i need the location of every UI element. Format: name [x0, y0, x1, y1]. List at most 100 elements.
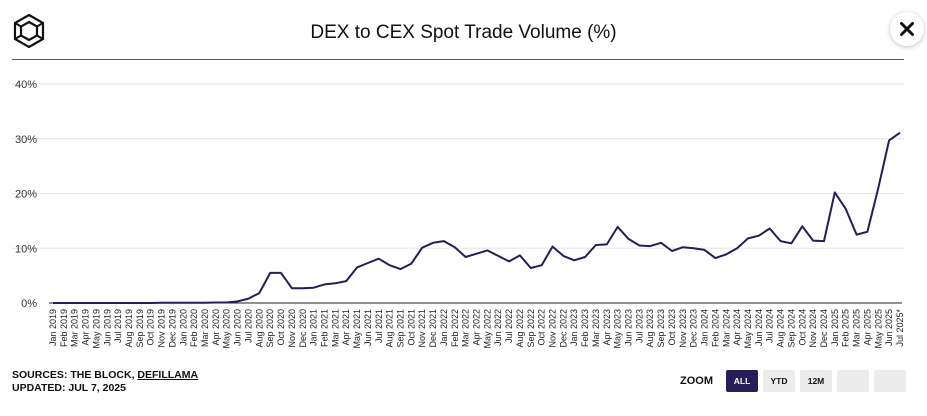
x-tick-label: Jan 2019 — [48, 309, 58, 346]
x-tick-label: Jul 2022 — [504, 309, 514, 343]
x-tick-label: Sep 2019 — [135, 309, 145, 348]
x-tick-label: May 2023 — [613, 309, 623, 349]
x-tick-label: May 2020 — [222, 309, 232, 349]
x-tick-label: Jul 2021 — [374, 309, 384, 343]
x-tick-label: Jan 2021 — [309, 309, 319, 346]
x-tick-label: Dec 2020 — [298, 309, 308, 348]
x-tick-label: Jun 2021 — [363, 309, 373, 346]
x-tick-label: Jul 2023 — [634, 309, 644, 343]
x-tick-label: Feb 2022 — [450, 309, 460, 347]
x-tick-label: May 2025 — [873, 309, 883, 349]
y-tick-label: 10% — [15, 243, 37, 255]
x-tick-label: Jan 2024 — [700, 309, 710, 346]
zoom-12m-button[interactable]: 12M — [800, 370, 832, 392]
x-tick-label: Nov 2022 — [548, 309, 558, 348]
x-tick-label: Mar 2021 — [330, 309, 340, 347]
x-tick-label: Mar 2019 — [70, 309, 80, 347]
zoom-option-4-button[interactable] — [837, 370, 869, 392]
x-tick-label: Aug 2019 — [124, 309, 134, 348]
x-tick-label: Oct 2024 — [797, 309, 807, 346]
updated-text: UPDATED: JUL 7, 2025 — [12, 382, 126, 394]
x-tick-label: Apr 2021 — [341, 309, 351, 346]
x-tick-label: Oct 2020 — [276, 309, 286, 346]
x-tick-label: Dec 2024 — [819, 309, 829, 348]
x-tick-label: Dec 2021 — [428, 309, 438, 348]
y-tick-label: 0% — [21, 298, 37, 310]
zoom-ytd-button[interactable]: YTD — [763, 370, 795, 392]
x-tick-label: Jan 2023 — [569, 309, 579, 346]
x-tick-label: Apr 2025 — [862, 309, 872, 346]
x-tick-label: Mar 2020 — [200, 309, 210, 347]
x-tick-label: Jun 2019 — [102, 309, 112, 346]
zoom-controls: ZOOM ALL YTD 12M — [680, 370, 906, 392]
x-tick-label: May 2022 — [482, 309, 492, 349]
chart-title: DEX to CEX Spot Trade Volume (%) — [310, 22, 617, 43]
x-tick-label: Jun 2020 — [233, 309, 243, 346]
x-tick-label: Dec 2019 — [167, 309, 177, 348]
x-tick-label: Nov 2019 — [157, 309, 167, 348]
x-tick-label: Apr 2020 — [211, 309, 221, 346]
zoom-all-button[interactable]: ALL — [726, 370, 758, 392]
x-tick-label: Nov 2024 — [808, 309, 818, 348]
x-tick-label: Nov 2021 — [417, 309, 427, 348]
x-tick-label: Nov 2020 — [287, 309, 297, 348]
x-tick-label: Jun 2023 — [624, 309, 634, 346]
x-tick-label: May 2024 — [743, 309, 753, 349]
the-block-logo-icon — [12, 13, 46, 49]
x-tick-label: Feb 2020 — [189, 309, 199, 347]
x-tick-label: Jan 2022 — [439, 309, 449, 346]
x-tick-label: Nov 2023 — [678, 309, 688, 348]
x-tick-label: Dec 2022 — [558, 309, 568, 348]
x-tick-label: Jun 2022 — [493, 309, 503, 346]
x-tick-label: Apr 2019 — [81, 309, 91, 346]
x-tick-label: Oct 2019 — [146, 309, 156, 346]
x-tick-label: Oct 2022 — [537, 309, 547, 346]
x-tick-label: Feb 2025 — [841, 309, 851, 347]
title-divider — [12, 59, 904, 60]
x-tick-label: Mar 2024 — [721, 309, 731, 347]
x-tick-label: Jan 2025 — [830, 309, 840, 346]
y-tick-label: 20% — [15, 189, 37, 201]
defillama-link[interactable]: DEFILLAMA — [137, 369, 199, 381]
series-line — [53, 131, 901, 304]
x-tick-label: May 2019 — [91, 309, 101, 349]
x-tick-label: Sep 2024 — [786, 309, 796, 348]
x-tick-label: Aug 2023 — [645, 309, 655, 348]
x-tick-label: Sep 2021 — [395, 309, 405, 348]
x-tick-label: Oct 2021 — [406, 309, 416, 346]
x-tick-label: Aug 2022 — [515, 309, 525, 348]
x-tick-label: Sep 2022 — [526, 309, 536, 348]
x-tick-label: May 2021 — [352, 309, 362, 349]
x-tick-label: Mar 2023 — [591, 309, 601, 347]
sources-text: SOURCES: THE BLOCK, — [12, 369, 138, 381]
y-tick-label: 40% — [15, 79, 37, 91]
x-tick-label: Jul 2025* — [895, 309, 905, 347]
x-tick-label: Feb 2024 — [710, 309, 720, 347]
x-tick-label: Dec 2023 — [689, 309, 699, 348]
x-tick-label: Jul 2024 — [765, 309, 775, 343]
x-tick-label: Aug 2021 — [385, 309, 395, 348]
x-tick-label: Feb 2019 — [59, 309, 69, 347]
zoom-label: ZOOM — [680, 375, 713, 387]
x-tick-label: Jul 2020 — [243, 309, 253, 343]
x-tick-label: Jan 2020 — [178, 309, 188, 346]
x-tick-label: Mar 2022 — [461, 309, 471, 347]
close-button[interactable] — [890, 12, 924, 46]
x-tick-label: Sep 2023 — [656, 309, 666, 348]
x-tick-label: Aug 2024 — [776, 309, 786, 348]
x-tick-label: Jun 2024 — [754, 309, 764, 346]
x-tick-label: Jul 2019 — [113, 309, 123, 343]
x-tick-label: Aug 2020 — [254, 309, 264, 348]
x-tick-label: Mar 2025 — [852, 309, 862, 347]
close-icon — [900, 22, 914, 36]
x-tick-label: Apr 2024 — [732, 309, 742, 346]
x-tick-label: Apr 2023 — [602, 309, 612, 346]
x-tick-label: Feb 2023 — [580, 309, 590, 347]
zoom-option-5-button[interactable] — [874, 370, 906, 392]
line-chart: 0%10%20%30%40%Jan 2019 Feb 2019 Mar 2019 Ap… — [12, 79, 905, 349]
sources-block: SOURCES: THE BLOCK, DEFILLAMA UPDATED: J… — [12, 369, 198, 395]
x-tick-label: Apr 2022 — [472, 309, 482, 346]
x-tick-label: Feb 2021 — [319, 309, 329, 347]
y-tick-label: 30% — [15, 134, 37, 146]
x-tick-label: Jun 2025 — [884, 309, 894, 346]
